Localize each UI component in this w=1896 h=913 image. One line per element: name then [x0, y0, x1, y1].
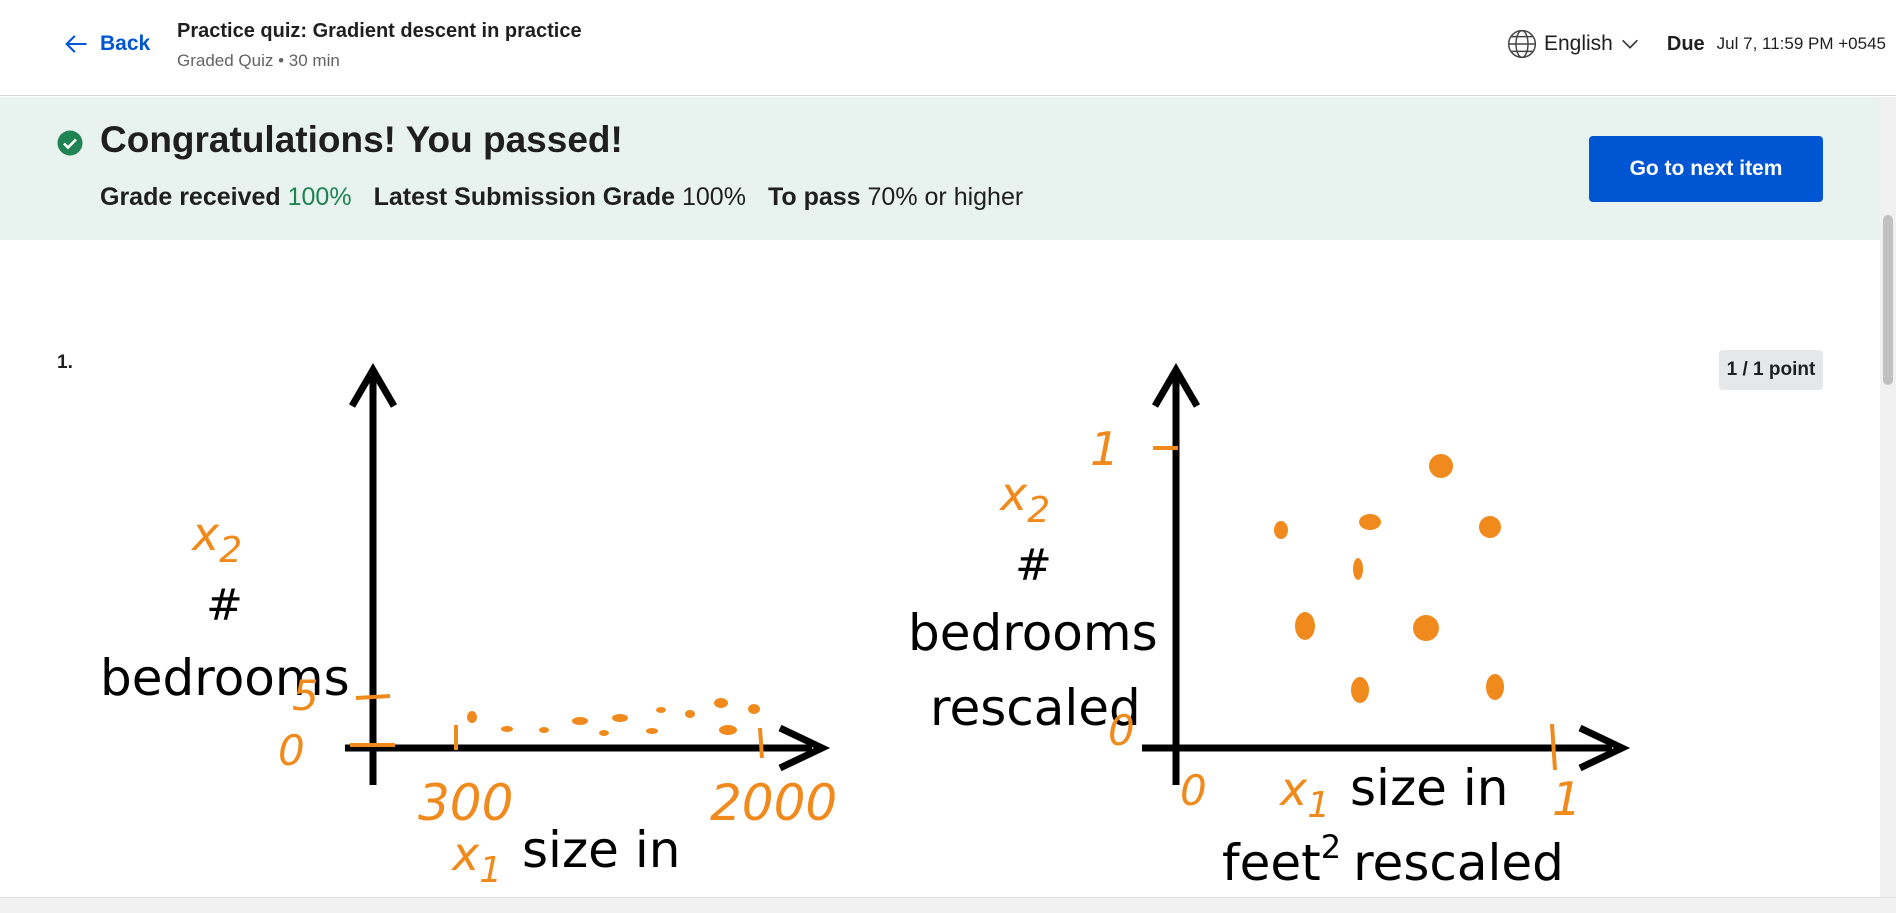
left-plot: x2 # bedrooms 5 0 300 2000 x1 size in	[100, 363, 837, 891]
page-title: Practice quiz: Gradient descent in pract…	[177, 20, 582, 42]
question-number: 1.	[57, 352, 73, 373]
go-to-next-item-button[interactable]: Go to next item	[1589, 136, 1823, 202]
question-figure: x2 # bedrooms 5 0 300 2000 x1 size in	[100, 363, 1631, 892]
left-size-in-label: size in	[522, 821, 680, 879]
horizontal-scrollbar[interactable]	[0, 897, 1896, 913]
quiz-header: Back Practice quiz: Gradient descent in …	[0, 0, 1896, 96]
right-x2-label: x2	[998, 467, 1050, 531]
right-plot: 1 x2 # bedrooms rescaled 0 0 1 x1 size i…	[908, 363, 1631, 892]
grade-summary: Grade received 100% Latest Submission Gr…	[100, 183, 1023, 212]
to-pass: To pass 70% or higher	[767, 183, 1024, 211]
left-x-tick-2000: 2000	[710, 774, 837, 832]
grade-received: Grade received 100%	[100, 183, 352, 211]
left-x1-label: x1	[450, 827, 502, 891]
left-x-tick-300: 300	[418, 774, 513, 832]
left-y-tick-5: 5	[292, 671, 319, 720]
right-feet-label: feet2 rescaled	[1222, 828, 1564, 892]
right-x1-label: x1	[1278, 762, 1330, 826]
right-data-points	[1274, 454, 1504, 703]
back-link[interactable]: Back	[62, 30, 150, 58]
due-label: Due	[1666, 32, 1705, 55]
right-size-in-label: size in	[1350, 759, 1508, 817]
chevron-down-icon	[1621, 39, 1638, 49]
points-badge: 1 / 1 point	[1719, 350, 1823, 390]
right-hash-label: #	[1015, 540, 1052, 591]
title-block: Practice quiz: Gradient descent in pract…	[177, 20, 582, 71]
quiz-meta: Graded Quiz • 30 min	[177, 51, 340, 70]
left-x2-label: x2	[190, 507, 242, 571]
check-circle-icon	[57, 130, 83, 156]
header-right: English Due Jul 7, 11:59 PM +0545	[1506, 28, 1886, 60]
back-arrow-icon	[65, 35, 87, 53]
right-y-origin: 0	[1108, 706, 1135, 755]
language-selector[interactable]: English	[1506, 28, 1641, 60]
left-hash-label: #	[206, 580, 243, 631]
right-bedrooms-label: bedrooms	[908, 604, 1158, 662]
right-x-tick-1: 1	[1552, 772, 1581, 826]
latest-submission-grade: Latest Submission Grade 100%	[373, 183, 746, 211]
left-bedrooms-label: bedrooms	[100, 649, 350, 707]
vertical-scroll-thumb[interactable]	[1883, 215, 1893, 385]
right-rescaled-label: rescaled	[930, 679, 1141, 737]
due-date: Jul 7, 11:59 PM +0545	[1716, 34, 1886, 53]
left-data-points	[467, 698, 760, 736]
globe-icon	[1507, 29, 1537, 59]
right-y-tick-1: 1	[1090, 422, 1119, 476]
congrats-heading: Congratulations! You passed!	[100, 119, 623, 160]
language-label: English	[1543, 32, 1613, 55]
pass-banner: Congratulations! You passed! Grade recei…	[0, 97, 1880, 240]
right-x-origin: 0	[1180, 766, 1207, 815]
back-label: Back	[100, 32, 151, 55]
left-origin: 0	[278, 726, 305, 775]
vertical-scrollbar[interactable]	[1880, 97, 1896, 897]
